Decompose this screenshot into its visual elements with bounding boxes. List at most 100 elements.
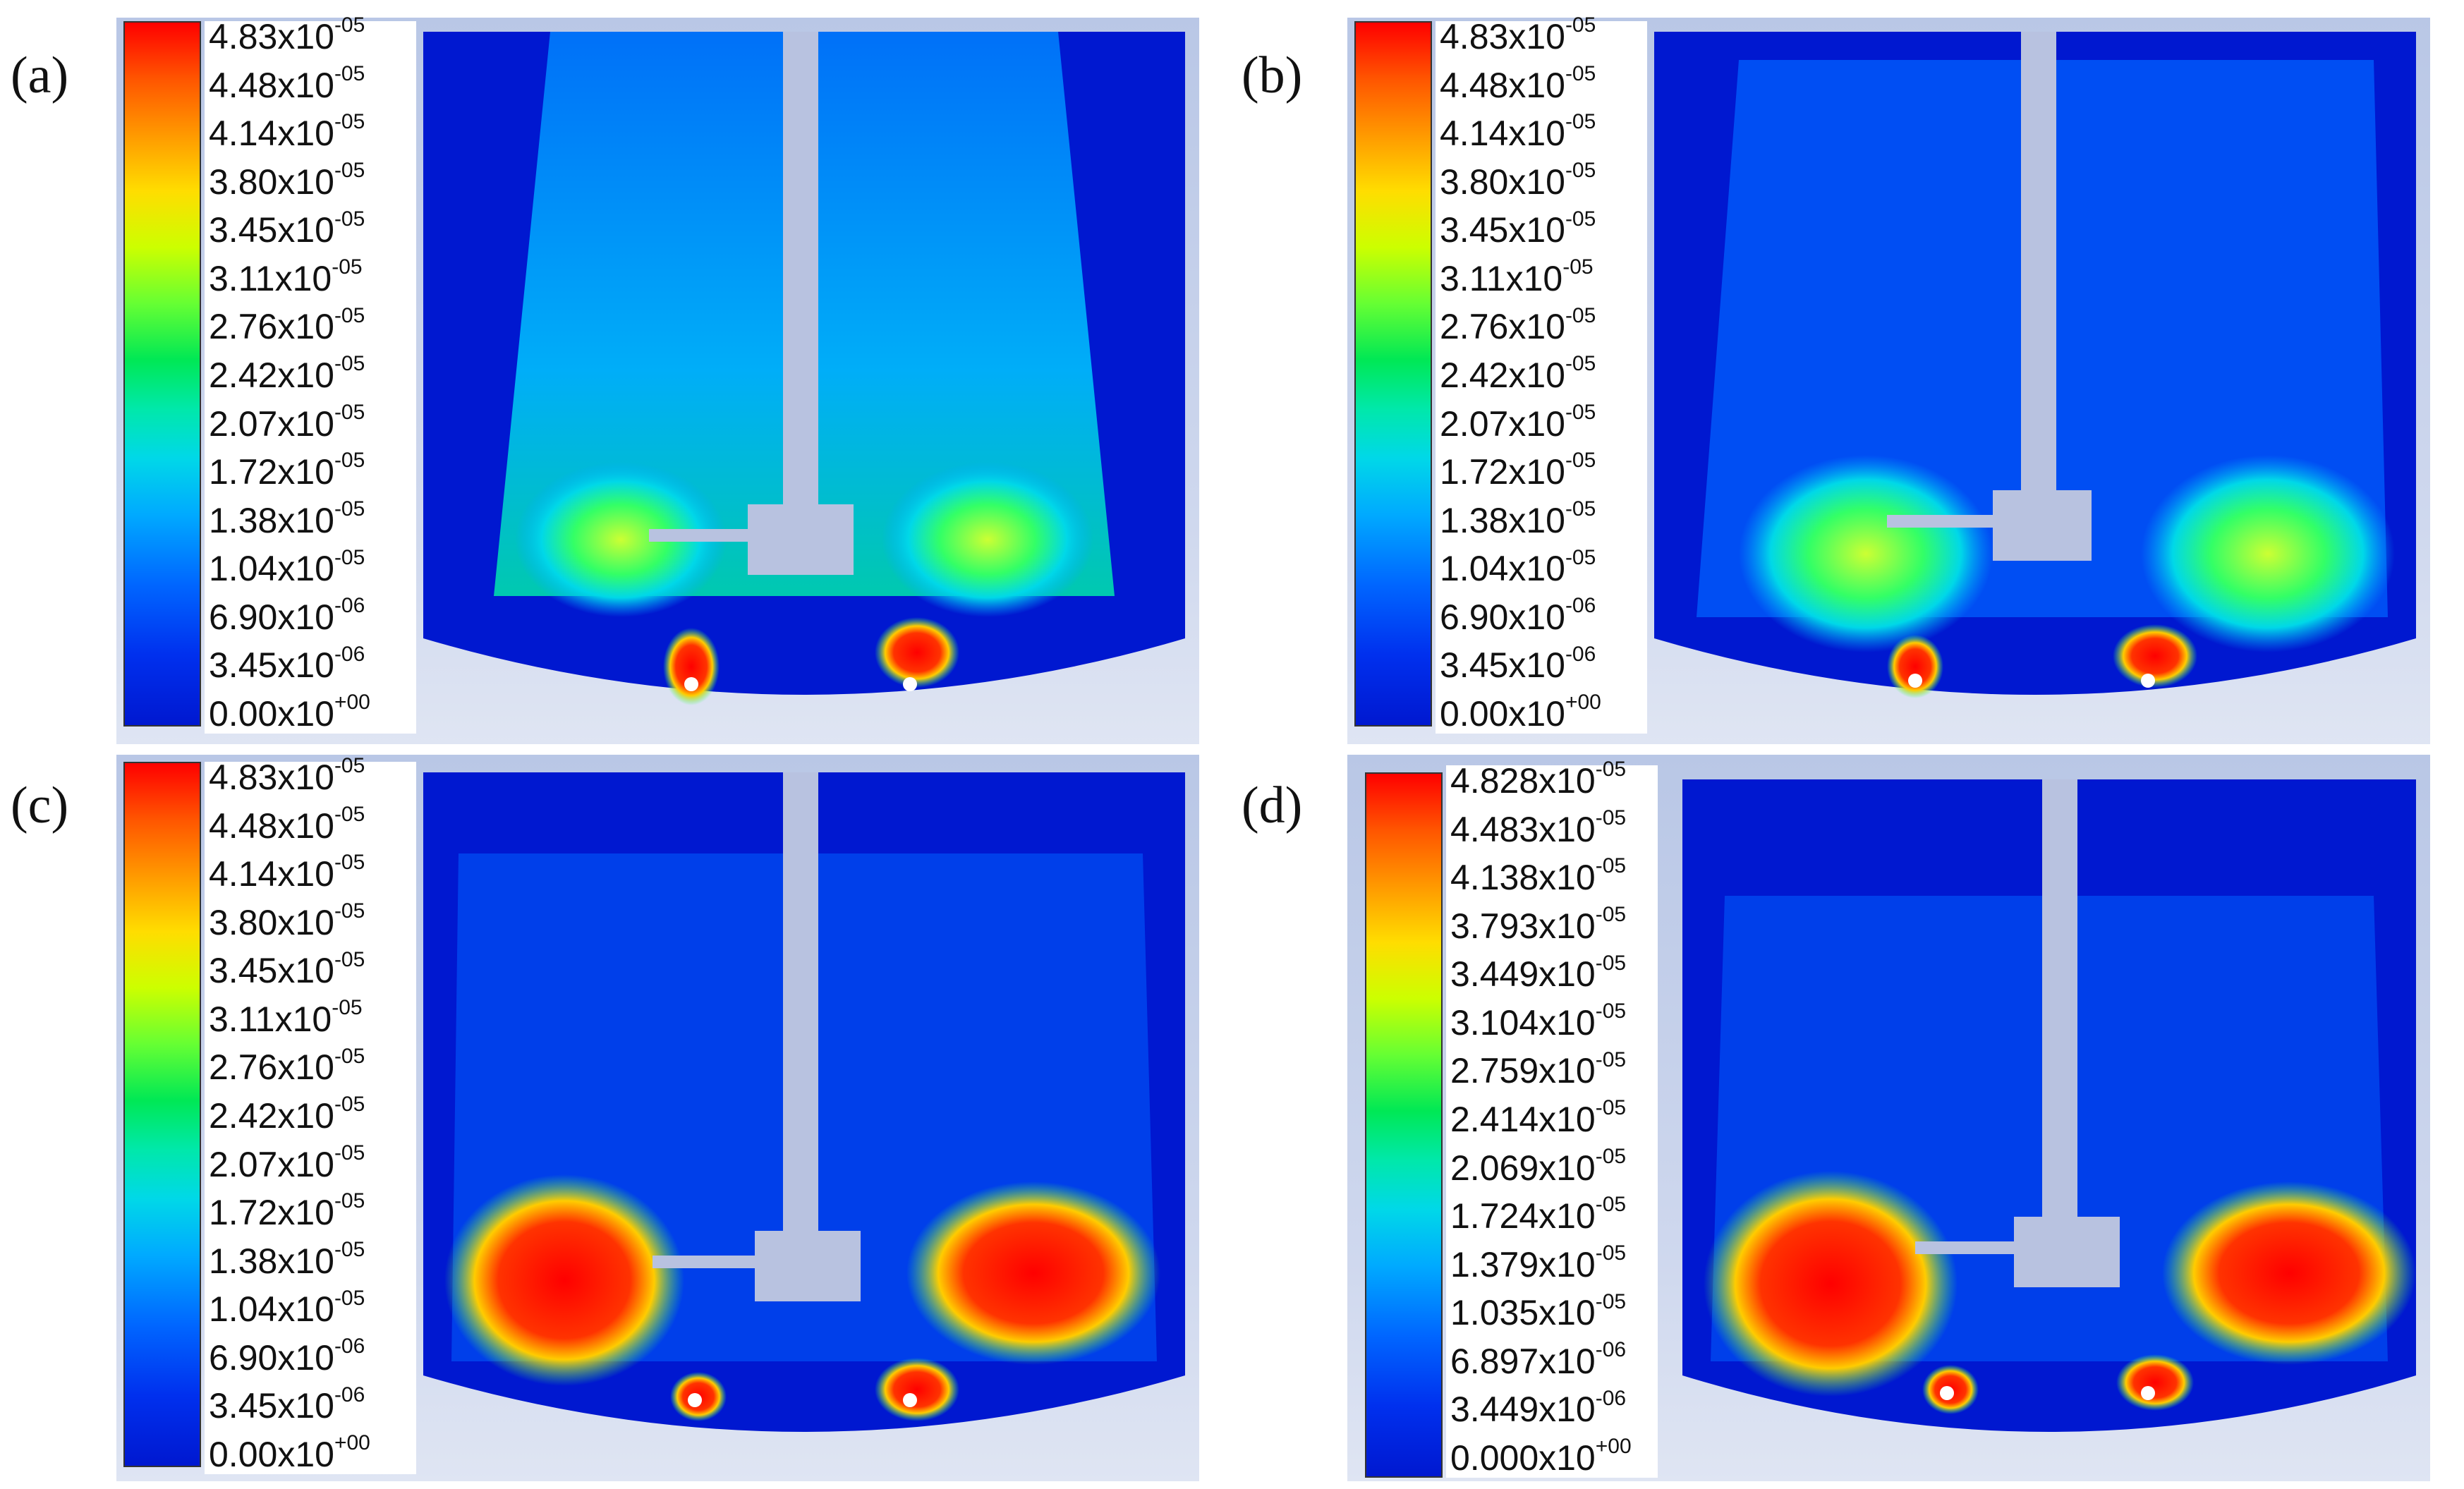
tick-exponent: -05 <box>1595 854 1627 878</box>
tick-exponent: -05 <box>1565 545 1596 569</box>
tick-exponent: -06 <box>334 642 365 666</box>
tick-exponent: -06 <box>1595 1338 1627 1362</box>
colorbar-tick-label: 1.38x10-05 <box>209 499 365 538</box>
tick-mantissa: 4.48x10 <box>1440 65 1565 105</box>
tick-exponent: +00 <box>334 1431 370 1455</box>
colorbar-tick-label: 3.449x10-05 <box>1450 952 1626 992</box>
tick-mantissa: 1.38x10 <box>209 1241 334 1281</box>
tick-exponent: -05 <box>1565 110 1596 134</box>
tick-mantissa: 1.04x10 <box>1440 549 1565 589</box>
tick-exponent: -05 <box>334 13 365 37</box>
tick-mantissa: 1.72x10 <box>209 1193 334 1233</box>
colorbar-tick-label: 3.45x10-06 <box>209 1384 365 1423</box>
colorbar-ticks: 4.83x10-05 4.48x10-05 4.14x10-05 3.80x10-05… <box>1436 15 1647 734</box>
tick-mantissa: 3.11x10 <box>209 999 332 1039</box>
tick-exponent: -05 <box>1565 303 1596 327</box>
colorbar-tick-label: 0.00x10+00 <box>1440 692 1601 734</box>
colorbar-tick-label: 6.90x10-06 <box>209 1336 365 1375</box>
colorbar-tick-label: 3.11x10-05 <box>209 257 363 296</box>
tick-mantissa: 3.45x10 <box>209 951 334 991</box>
tick-exponent: -05 <box>334 159 365 183</box>
tick-exponent: -06 <box>1565 642 1596 666</box>
tick-exponent: -05 <box>1565 13 1596 37</box>
colorbar-tick-label: 1.72x10-05 <box>1440 450 1596 492</box>
tick-mantissa: 1.38x10 <box>1440 500 1565 540</box>
tick-mantissa: 4.83x10 <box>209 17 334 56</box>
colorbar-tick-label: 2.069x10-05 <box>1450 1145 1626 1185</box>
colorbar-tick-label: 2.07x10-05 <box>209 1142 365 1181</box>
tick-exponent: -05 <box>1595 1096 1627 1120</box>
tick-mantissa: 4.83x10 <box>209 758 334 797</box>
colorbar-tick-label: 2.07x10-05 <box>1440 401 1596 441</box>
tick-exponent: -05 <box>1565 207 1596 231</box>
colorbar-tick-label: 4.483x10-05 <box>1450 807 1626 849</box>
tick-mantissa: 1.72x10 <box>209 452 334 492</box>
tick-mantissa: 4.14x10 <box>209 854 334 894</box>
tick-exponent: -05 <box>334 851 365 875</box>
tick-mantissa: 1.035x10 <box>1450 1293 1596 1333</box>
panel-a: 4.83x10-05 4.48x10-05 4.14x10-05 3.80x10-05… <box>0 15 1199 744</box>
tick-exponent: -05 <box>1595 1289 1627 1313</box>
tick-exponent: +00 <box>334 691 370 715</box>
tick-mantissa: 4.14x10 <box>209 114 334 154</box>
colorbar <box>1354 21 1432 727</box>
colorbar-tick-label: 4.14x10-05 <box>1440 111 1596 151</box>
colorbar-tick-label: 6.90x10-06 <box>209 595 365 637</box>
tick-mantissa: 2.42x10 <box>209 1096 334 1136</box>
tick-exponent: -05 <box>1565 449 1596 473</box>
tick-exponent: -05 <box>334 303 365 327</box>
colorbar <box>1365 772 1443 1478</box>
tick-exponent: -05 <box>1595 806 1627 829</box>
tick-exponent: -05 <box>334 754 365 778</box>
tick-mantissa: 0.00x10 <box>1440 694 1565 734</box>
tick-exponent: -05 <box>1595 758 1627 782</box>
tick-mantissa: 3.45x10 <box>1440 210 1565 250</box>
tick-mantissa: 2.414x10 <box>1450 1100 1596 1139</box>
tick-mantissa: 4.828x10 <box>1450 761 1596 801</box>
tick-exponent: -05 <box>334 400 365 424</box>
colorbar-tick-label: 0.000x10+00 <box>1450 1436 1632 1476</box>
colorbar-tick-label: 3.80x10-05 <box>209 901 365 940</box>
colorbar-tick-label: 3.80x10-05 <box>209 160 365 200</box>
contour-plot <box>423 772 1185 1432</box>
tick-mantissa: 6.897x10 <box>1450 1341 1596 1381</box>
tick-mantissa: 4.483x10 <box>1450 809 1596 849</box>
colorbar-tick-label: 4.138x10-05 <box>1450 856 1626 895</box>
tick-exponent: -06 <box>1595 1386 1627 1410</box>
panel-label: (a) <box>11 47 69 104</box>
colorbar-tick-label: 3.104x10-05 <box>1450 1001 1626 1040</box>
colorbar-tick-label: 3.793x10-05 <box>1450 904 1626 946</box>
panel-c: 4.83x10-05 4.48x10-05 4.14x10-05 3.80x10-05… <box>0 755 1199 1481</box>
panel-label: (d) <box>1242 777 1303 834</box>
tick-mantissa: 4.48x10 <box>209 806 334 846</box>
tick-exponent: -06 <box>334 594 365 618</box>
colorbar <box>123 762 201 1467</box>
tick-mantissa: 0.00x10 <box>209 694 334 734</box>
tick-exponent: -05 <box>334 110 365 134</box>
tick-exponent: -05 <box>334 352 365 376</box>
colorbar-tick-label: 3.449x10-06 <box>1450 1387 1626 1430</box>
tick-mantissa: 3.793x10 <box>1450 906 1596 946</box>
tick-mantissa: 2.76x10 <box>1440 307 1565 347</box>
tick-exponent: -05 <box>1595 1193 1627 1217</box>
colorbar-tick-label: 3.45x10-06 <box>1440 643 1596 683</box>
colorbar-tick-label: 4.83x10-05 <box>209 15 365 56</box>
colorbar-tick-label: 3.45x10-05 <box>1440 208 1596 250</box>
tick-mantissa: 1.72x10 <box>1440 452 1565 492</box>
colorbar-tick-label: 2.07x10-05 <box>209 401 365 441</box>
tick-mantissa: 6.90x10 <box>209 597 334 637</box>
tick-exponent: -06 <box>1565 594 1596 618</box>
colorbar-tick-label: 1.035x10-05 <box>1450 1291 1626 1333</box>
colorbar-tick-label: 1.38x10-05 <box>209 1239 365 1281</box>
colorbar-tick-label: 4.48x10-05 <box>209 803 365 846</box>
tick-exponent: -05 <box>334 545 365 569</box>
colorbar-tick-label: 1.04x10-05 <box>209 1287 365 1327</box>
tick-exponent: -05 <box>334 1044 365 1068</box>
tick-mantissa: 3.449x10 <box>1450 1390 1596 1430</box>
tick-exponent: -05 <box>334 497 365 521</box>
tick-exponent: -05 <box>332 996 363 1020</box>
tick-mantissa: 0.00x10 <box>209 1435 334 1474</box>
colorbar-tick-label: 1.72x10-05 <box>209 450 365 492</box>
tick-mantissa: 1.04x10 <box>209 549 334 589</box>
tick-exponent: -05 <box>334 207 365 231</box>
